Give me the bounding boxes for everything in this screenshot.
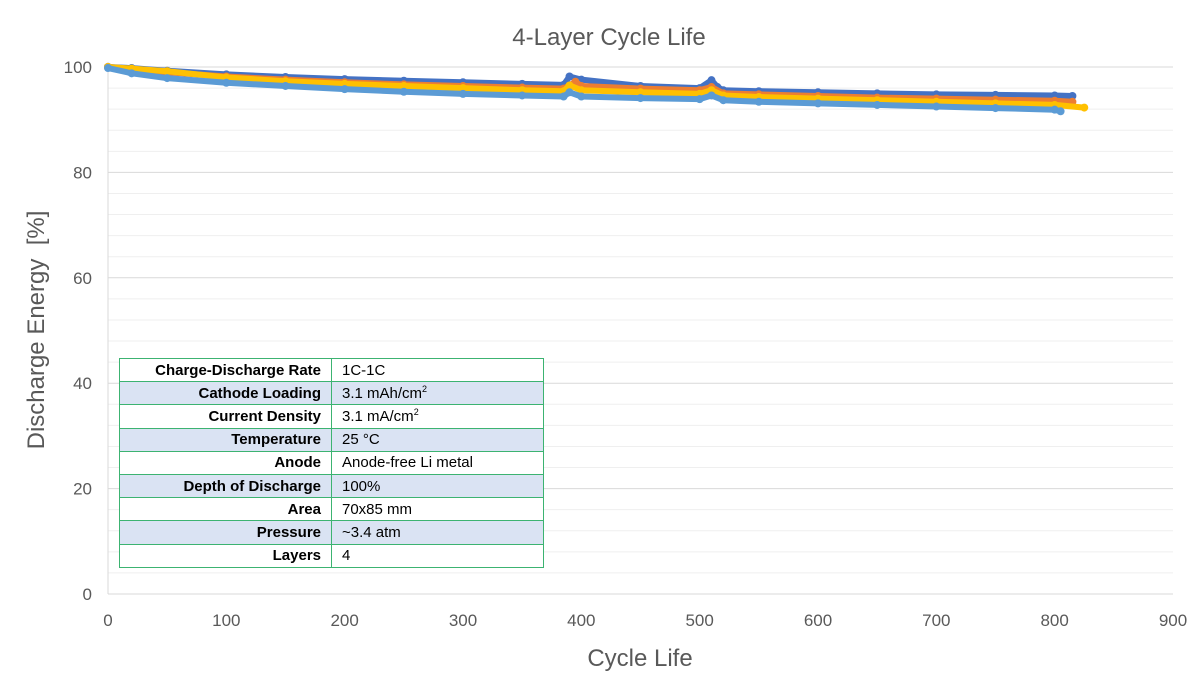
- table-row: Temperature 25 °C: [119, 427, 544, 452]
- data-point: [559, 92, 568, 101]
- parameters-table: Charge-Discharge Rate 1C-1C Cathode Loadin…: [119, 357, 544, 568]
- y-tick-labels: 0 20 40 60 80 100: [64, 58, 92, 604]
- param-value: Anode-free Li metal: [331, 450, 544, 475]
- table-row: Layers 4: [119, 543, 544, 568]
- x-tick-label: 300: [449, 611, 477, 630]
- y-tick-label: 0: [83, 585, 92, 604]
- data-series: [104, 63, 1089, 116]
- data-point: [991, 104, 1000, 113]
- y-tick-label: 60: [73, 269, 92, 288]
- x-tick-label: 800: [1040, 611, 1068, 630]
- y-tick-label: 100: [64, 58, 92, 77]
- data-point: [1056, 107, 1065, 116]
- x-tick-labels: 0 100 200 300 400 500 600 700 800 900: [103, 611, 1187, 630]
- param-label: Anode: [119, 450, 332, 475]
- x-tick-label: 100: [212, 611, 240, 630]
- x-tick-label: 400: [567, 611, 595, 630]
- data-point: [104, 64, 112, 73]
- param-value: ~3.4 atm: [331, 520, 544, 545]
- data-point: [1080, 103, 1089, 112]
- data-point: [1068, 91, 1077, 100]
- param-value: 100%: [331, 473, 544, 499]
- param-label: Area: [119, 497, 332, 522]
- param-label: Layers: [119, 543, 332, 568]
- data-point: [565, 88, 574, 97]
- series-3: [104, 64, 1065, 116]
- x-tick-label: 200: [330, 611, 358, 630]
- data-point: [163, 74, 172, 83]
- table-row: Anode Anode-free Li metal: [119, 450, 544, 475]
- data-point: [518, 91, 527, 100]
- data-point: [340, 85, 349, 94]
- x-tick-label: 900: [1159, 611, 1187, 630]
- data-point: [127, 69, 136, 78]
- data-point: [719, 96, 728, 105]
- param-label: Cathode Loading: [119, 381, 332, 406]
- superscript: 2: [422, 383, 428, 394]
- param-label: Temperature: [119, 427, 332, 452]
- data-point: [707, 91, 716, 100]
- x-tick-label: 500: [685, 611, 713, 630]
- x-tick-label: 700: [922, 611, 950, 630]
- y-axis-title: Discharge Energy [%]: [23, 211, 50, 450]
- y-tick-label: 20: [73, 480, 92, 499]
- param-value: 3.1 mA/cm2: [331, 404, 544, 429]
- table-row: Charge-Discharge Rate 1C-1C: [119, 357, 544, 383]
- data-point: [577, 86, 586, 95]
- data-point: [636, 88, 645, 97]
- data-point: [399, 87, 408, 96]
- data-point: [577, 92, 586, 101]
- data-point: [459, 89, 467, 98]
- x-tick-label: 600: [804, 611, 832, 630]
- table-row: Area 70x85 mm: [119, 497, 544, 522]
- y-tick-label: 40: [73, 374, 92, 393]
- data-point: [932, 102, 941, 111]
- data-point: [565, 72, 574, 81]
- param-value: 1C-1C: [331, 357, 544, 383]
- data-point: [707, 76, 716, 85]
- param-value: 4: [331, 543, 544, 568]
- param-label: Charge-Discharge Rate: [119, 357, 332, 383]
- data-point: [814, 99, 822, 108]
- data-point: [281, 81, 290, 90]
- data-point: [754, 97, 763, 106]
- table-row: Current Density 3.1 mA/cm2: [119, 404, 544, 429]
- data-point: [873, 100, 882, 109]
- data-point: [163, 67, 172, 76]
- table-row: Depth of Discharge 100%: [119, 473, 544, 499]
- superscript: 2: [413, 406, 419, 417]
- table-row: Pressure ~3.4 atm: [119, 520, 544, 545]
- data-point: [222, 78, 231, 87]
- chart-title: 4-Layer Cycle Life: [512, 24, 705, 51]
- data-point: [399, 81, 408, 90]
- data-point: [636, 94, 645, 103]
- param-label: Current Density: [119, 404, 332, 429]
- param-value: 70x85 mm: [331, 497, 544, 522]
- param-label: Pressure: [119, 520, 332, 545]
- x-tick-label: 0: [103, 611, 112, 630]
- data-point: [695, 95, 704, 104]
- param-value: 3.1 mAh/cm2: [331, 381, 544, 406]
- param-label: Depth of Discharge: [119, 473, 332, 499]
- table-row: Cathode Loading 3.1 mAh/cm2: [119, 381, 544, 406]
- param-value: 25 °C: [331, 427, 544, 452]
- data-point: [565, 81, 574, 90]
- y-tick-label: 80: [73, 163, 92, 182]
- data-point: [459, 84, 467, 93]
- x-axis-title: Cycle Life: [587, 645, 692, 672]
